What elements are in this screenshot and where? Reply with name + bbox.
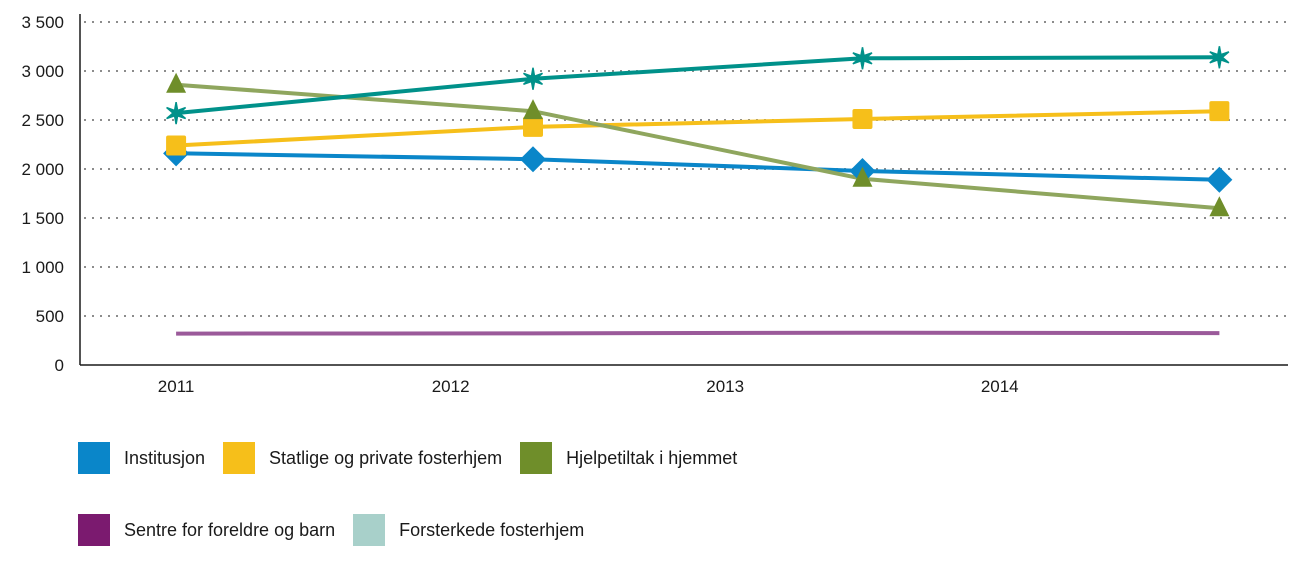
line-chart: 0 500 1 000 1 500 2 000 2 500 3 000 3 500 2011 20… [21, 13, 1288, 396]
data-point-diamond [1206, 166, 1233, 193]
x-tick-label: 2014 [981, 377, 1019, 396]
legend-item-institusjon: Institusjon [78, 442, 205, 474]
y-tick-label: 2 000 [21, 160, 64, 179]
data-point-square [523, 116, 543, 137]
legend-row-2: Sentre for foreldre og barn Forsterkede … [78, 510, 1278, 550]
legend-item-hjelpetiltak: Hjelpetiltak i hjemmet [520, 442, 737, 474]
x-tick-label: 2013 [706, 377, 744, 396]
legend-swatch-sentre [78, 514, 110, 546]
data-point-square [166, 135, 187, 156]
legend-label-hjelpetiltak: Hjelpetiltak i hjemmet [566, 447, 738, 468]
legend-swatch-hjelpetiltak [520, 442, 553, 474]
y-tick-label: 1 000 [21, 258, 64, 277]
y-tick-label: 2 500 [21, 111, 64, 130]
series-line-4 [175, 55, 1220, 116]
legend: Institusjon Statlige og private fosterhj… [78, 438, 1278, 582]
data-point-star [1209, 46, 1230, 69]
legend-item-forsterkede: Forsterkede fosterhjem [353, 514, 584, 546]
data-point-triangle [852, 166, 873, 187]
y-tick-label: 0 [55, 356, 64, 375]
legend-label-statlige-fosterhjem: Statlige og private fosterhjem [269, 447, 503, 468]
series-line-3 [176, 330, 1220, 336]
data-point-star [523, 67, 543, 90]
y-tick-label: 3 500 [21, 13, 64, 32]
y-tick-label: 3 000 [21, 62, 64, 81]
data-point-square [852, 109, 873, 130]
data-point-square [1209, 101, 1230, 122]
legend-swatch-statlige-fosterhjem [223, 442, 256, 474]
legend-row-1: Institusjon Statlige og private fosterhj… [78, 438, 1278, 478]
x-tick-label: 2012 [432, 377, 470, 396]
legend-item-statlige-fosterhjem: Statlige og private fosterhjem [223, 442, 502, 474]
y-tick-label: 1 500 [21, 209, 64, 228]
data-point-triangle [166, 72, 187, 93]
data-point-star [166, 101, 187, 125]
y-tick-label: 500 [36, 307, 64, 326]
data-point-triangle [1209, 196, 1230, 217]
data-point-diamond [520, 146, 546, 173]
legend-item-sentre: Sentre for foreldre og barn [78, 514, 335, 546]
x-tick-label: 2011 [158, 377, 195, 396]
series-line-1 [175, 109, 1220, 148]
data-point-star [852, 47, 873, 70]
legend-label-institusjon: Institusjon [124, 447, 206, 468]
series-line-0 [176, 151, 1220, 182]
legend-swatch-institusjon [78, 442, 110, 474]
data-point-triangle [523, 99, 543, 120]
series-line-2 [175, 82, 1220, 211]
legend-swatch-forsterkede [353, 514, 386, 546]
